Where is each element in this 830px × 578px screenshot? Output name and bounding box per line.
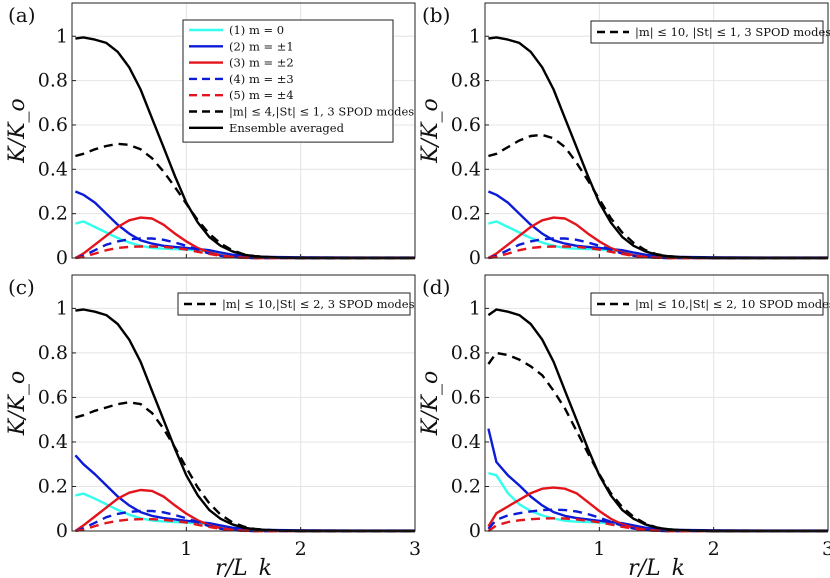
series-line-m2 [74,488,415,533]
x-tick-label: 2 [708,538,720,560]
legend-box [590,292,824,316]
x-tick-label: 1 [180,538,192,560]
x-tick-label: 3 [409,538,421,560]
legend-entry: (2) m = ±1 [229,39,294,53]
plot-frame [484,2,829,259]
plot-frame [71,274,416,532]
legend-entry: (4) m = ±3 [229,72,294,86]
series-line-ens [488,36,828,260]
y-tick-label: 0.4 [451,431,481,453]
y-tick-label: 0.8 [451,70,481,92]
legend-entry: |m| ≤ 10,|St| ≤ 2, 10 SPOD modes [635,297,830,312]
legend-entry: (5) m = ±4 [229,88,294,102]
y-tick-label: 0.8 [451,342,481,364]
y-tick-label: 0 [56,520,68,542]
series-line-m0 [75,492,415,533]
series-line-m0 [75,220,415,260]
plot-frame [484,274,829,532]
series-line-m2 [487,486,828,533]
y-tick-label: 0.6 [451,114,481,136]
legend-box [590,20,824,44]
panel-label: (b) [422,3,450,27]
series-line-ens [75,308,415,533]
x-axis-label: r/L_k [628,556,685,578]
y-tick-label: 0 [469,247,481,269]
y-axis-label: K/K_o [418,371,443,437]
y-tick-label: 0.8 [38,342,68,364]
legend-entry: |m| ≤ 10,|St| ≤ 2, 3 SPOD modes [222,297,415,312]
panel-a: 0 0.2 0.4 0.6 0.8 1 (a) K/K_o (1) m = 0 (2) m = ±… [5,2,416,269]
series-line-spod [488,133,828,260]
legend-entry: (1) m = 0 [229,23,284,37]
y-tick-label: 1 [469,297,481,319]
plot-frame [71,2,416,259]
y-tick-label: 1 [56,297,68,319]
x-axis-label: r/L_k [215,556,272,578]
legend-entry: |m| ≤ 10, |St| ≤ 1, 3 SPOD modes [635,25,830,40]
y-tick-label: 0.4 [451,158,481,180]
y-axis-label: K/K_o [418,98,443,164]
y-axis-label: K/K_o [5,371,30,437]
x-tick-label: 1 [593,538,605,560]
legend-entry: Ensemble averaged [229,121,345,135]
y-tick-label: 0.8 [38,70,68,92]
series-line-m2 [487,216,828,260]
y-tick-label: 0.2 [451,203,481,225]
series-line-ens [75,36,415,260]
panel-c: 0 0.2 0.4 0.6 0.8 1 1 2 3 (c) K/K_o r/L_k |m| ≤ 10,|… [5,274,421,578]
panel-label: (a) [8,3,36,27]
y-tick-label: 0.6 [38,114,68,136]
y-tick-label: 1 [469,25,481,47]
y-tick-label: 0.2 [38,475,68,497]
legend-box [177,292,411,316]
y-tick-label: 0.4 [38,158,68,180]
series-line-m0 [488,220,828,260]
y-tick-label: 0 [56,247,68,269]
panel-d: 0 0.2 0.4 0.6 0.8 1 1 2 3 (d) K/K_o r/L_k |m| ≤ 10,|… [418,274,830,578]
legend-entry: |m| ≤ 4,|St| ≤ 1, 3 SPOD modes [229,105,414,120]
legend-entry: (3) m = ±2 [229,56,294,70]
series-line-ens [487,308,828,533]
panel-label: (d) [422,275,450,299]
y-tick-label: 1 [56,25,68,47]
y-tick-label: 0.4 [38,431,68,453]
panel-label: (c) [8,275,35,299]
legend-box [182,19,394,143]
y-tick-label: 0.2 [451,475,481,497]
panel-b: 0 0.2 0.4 0.6 0.8 1 (b) K/K_o |m| ≤ 10, |St| ≤ 1… [418,2,830,269]
y-tick-label: 0.2 [38,203,68,225]
x-tick-label: 2 [295,538,307,560]
y-tick-label: 0.6 [451,386,481,408]
x-tick-label: 3 [822,538,830,560]
y-axis-label: K/K_o [5,98,30,164]
series-line-m2 [74,216,415,260]
y-tick-label: 0 [469,520,481,542]
series-line-spod [75,401,415,533]
y-tick-label: 0.6 [38,386,68,408]
